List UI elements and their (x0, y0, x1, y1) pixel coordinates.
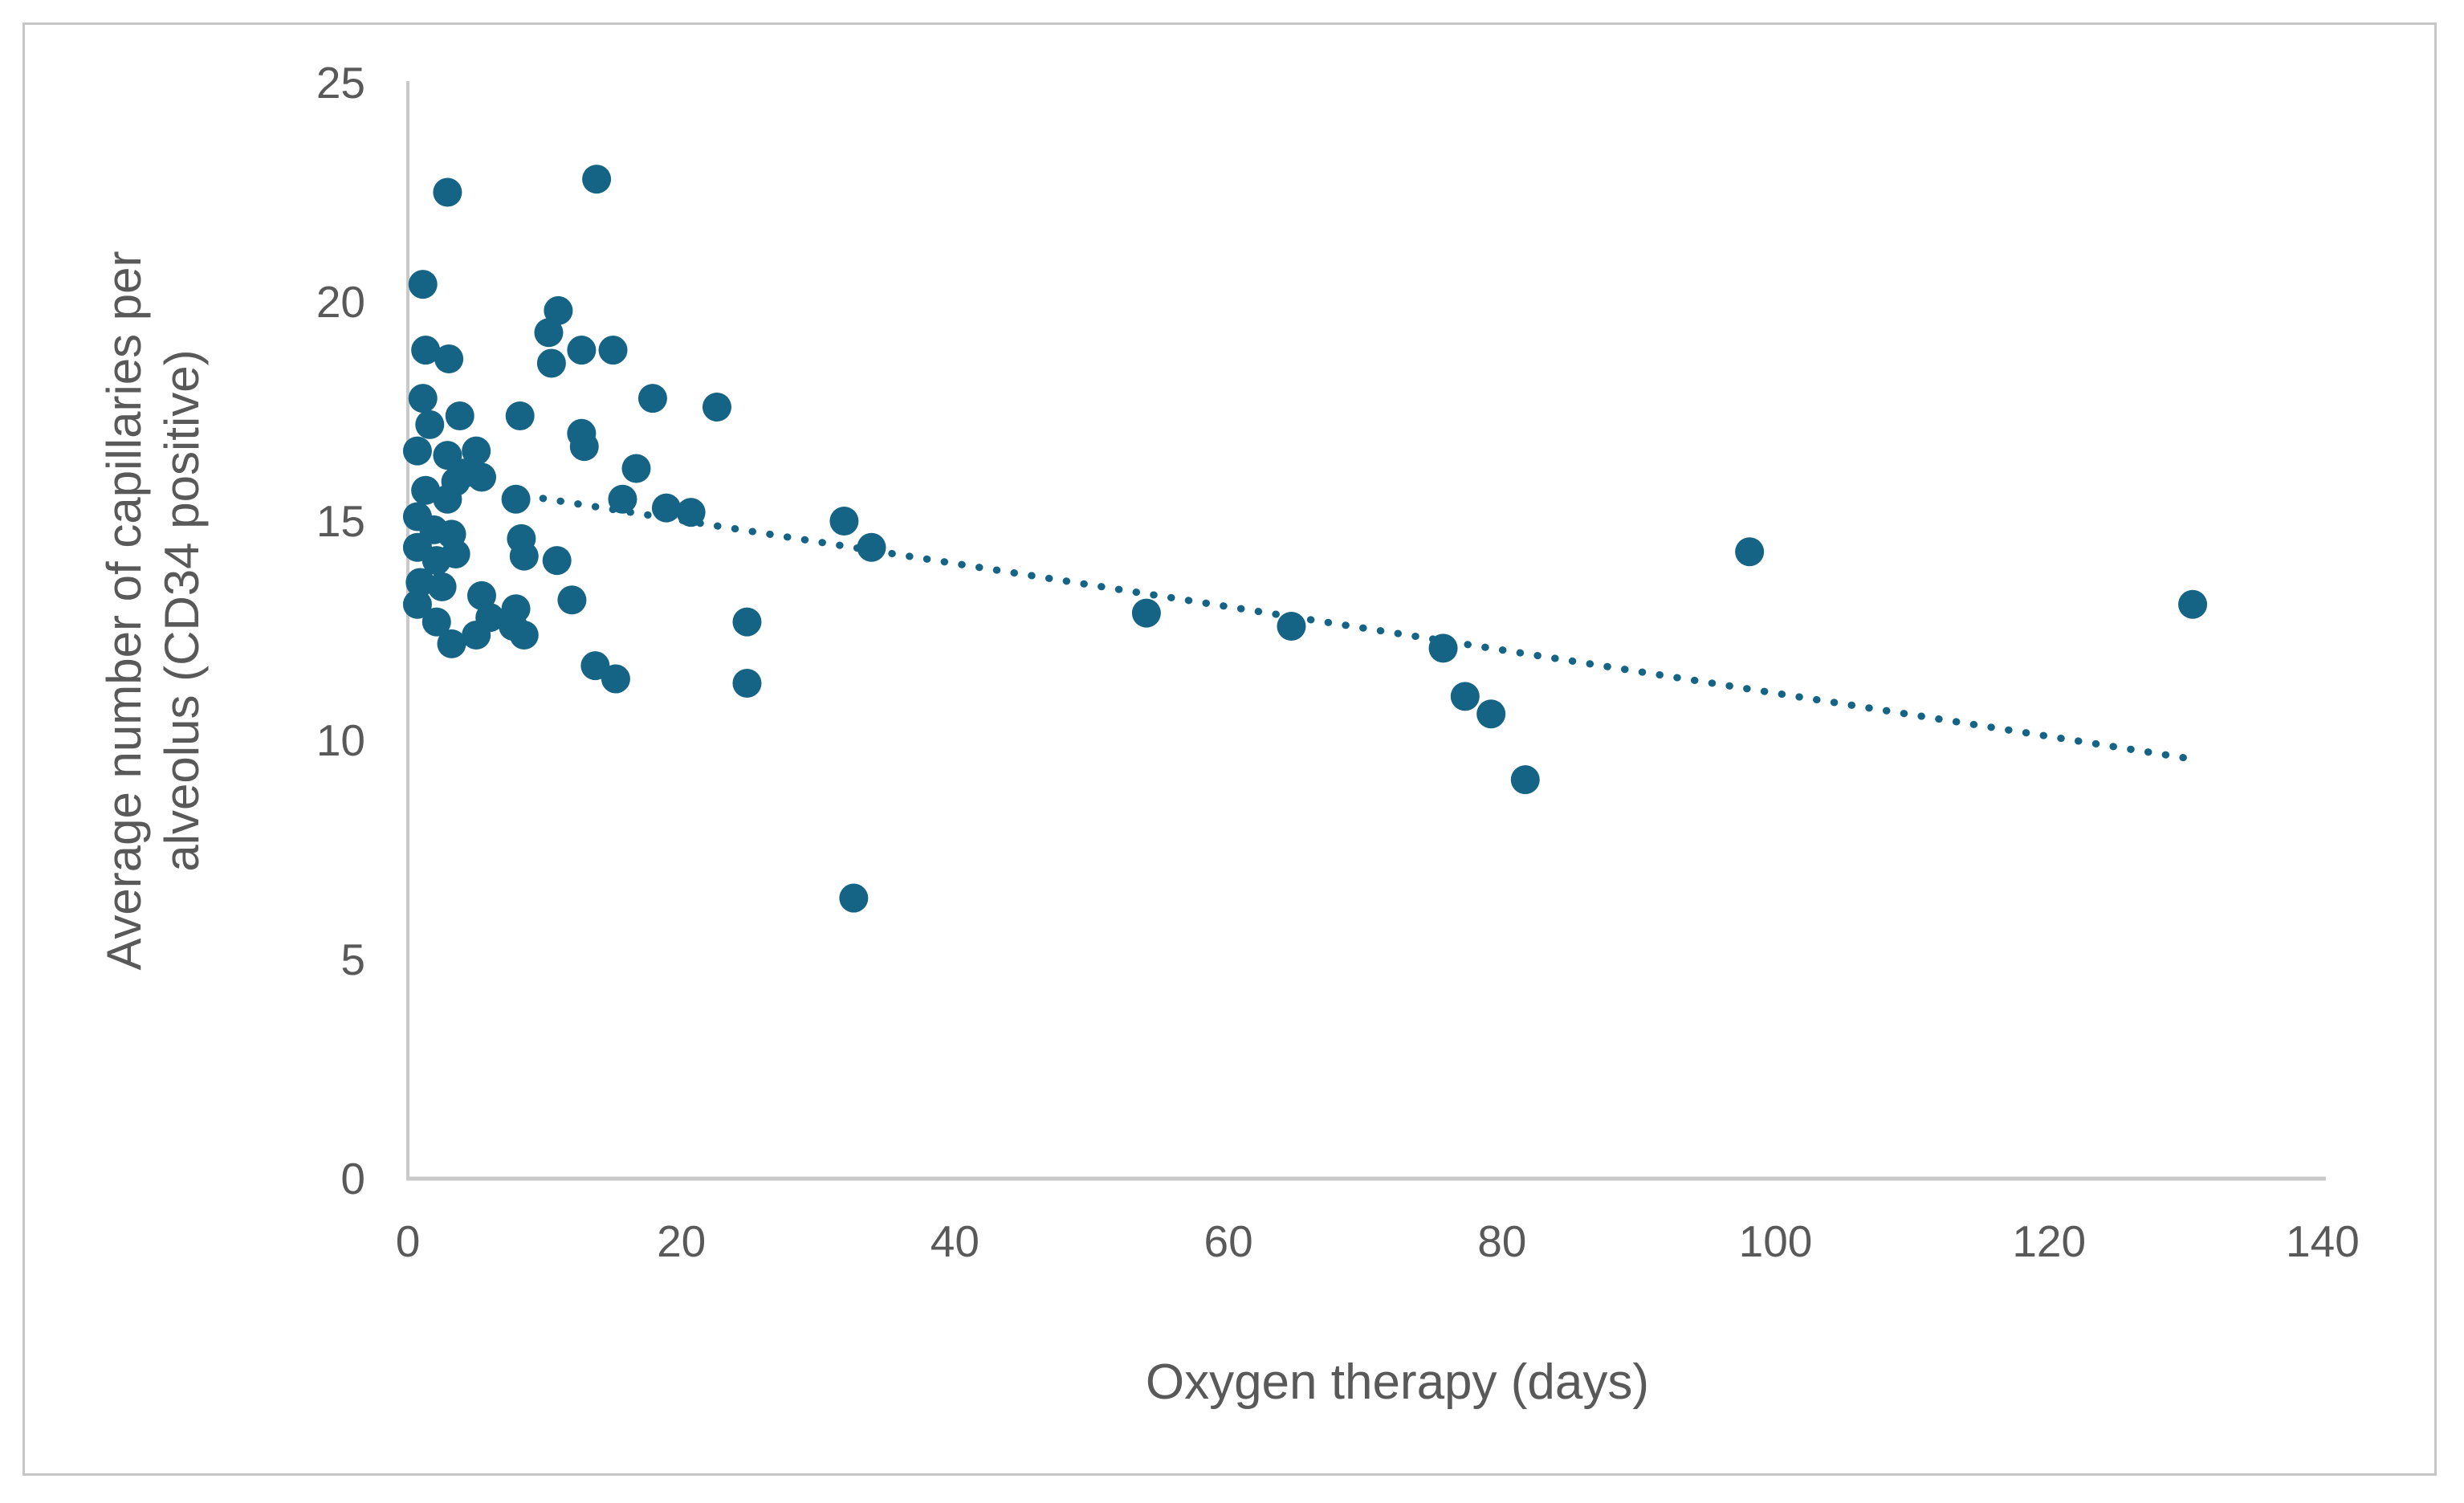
tick-labels: 0 5 10 15 20 25 0 20 40 60 80 100 120 140 (316, 58, 2360, 1266)
data-point (402, 589, 432, 619)
data-point (1428, 633, 1458, 663)
x-tick-label: 140 (2286, 1216, 2360, 1266)
data-point (1450, 682, 1480, 711)
y-tick-label: 15 (316, 496, 365, 546)
data-point (567, 336, 597, 365)
data-point (544, 295, 573, 325)
data-point (580, 651, 610, 681)
data-point (829, 507, 859, 536)
y-tick-label: 25 (316, 58, 365, 108)
data-point (1131, 598, 1161, 628)
data-point (422, 607, 451, 637)
data-point (427, 572, 457, 601)
data-point (433, 177, 462, 207)
data-point (608, 484, 637, 514)
data-point (676, 498, 706, 527)
data-point (621, 454, 651, 483)
data-point (557, 585, 587, 615)
data-point (534, 318, 564, 348)
chart-frame (22, 22, 2437, 1476)
x-tick-label: 40 (931, 1216, 979, 1266)
data-point (422, 546, 451, 576)
data-point (839, 883, 869, 913)
data-point (437, 629, 466, 658)
data-point (434, 344, 464, 373)
data-point (462, 620, 491, 650)
data-point (536, 348, 566, 378)
data-point (509, 541, 539, 571)
data-point (466, 462, 496, 492)
data-point (433, 441, 462, 470)
data-point (857, 532, 886, 562)
data-point (1277, 612, 1306, 642)
data-point (601, 664, 630, 694)
data-points (402, 165, 2208, 913)
data-point (415, 409, 445, 439)
data-point (569, 432, 599, 462)
data-point (598, 336, 628, 365)
data-point (408, 270, 438, 299)
y-axis-title-line2: alveolus (CD34 positive) (155, 349, 209, 871)
data-point (509, 620, 539, 650)
data-point (445, 401, 474, 430)
data-point (411, 475, 441, 505)
data-point (466, 580, 496, 610)
data-point (501, 484, 531, 514)
x-tick-label: 80 (1477, 1216, 1526, 1266)
y-tick-label: 0 (340, 1154, 365, 1204)
data-point (702, 393, 731, 422)
data-point (637, 384, 667, 413)
data-point (405, 568, 435, 597)
y-tick-label: 20 (316, 277, 365, 327)
data-point (462, 436, 491, 466)
trendline (522, 491, 2194, 763)
data-point (732, 607, 762, 637)
data-point (651, 493, 681, 523)
y-tick-label: 5 (340, 935, 365, 984)
y-tick-label: 10 (316, 715, 365, 765)
data-point (505, 401, 535, 430)
data-point (1476, 699, 1506, 729)
data-point (2178, 589, 2208, 619)
x-axis-title: Oxygen therapy (days) (1146, 1354, 1649, 1410)
data-point (582, 165, 612, 194)
data-point (408, 384, 438, 413)
data-point (433, 484, 462, 514)
x-tick-label: 60 (1204, 1216, 1253, 1266)
x-tick-label: 100 (1739, 1216, 1813, 1266)
data-point (542, 546, 572, 576)
x-tick-label: 0 (396, 1216, 421, 1266)
data-point (411, 336, 441, 365)
data-point (402, 436, 432, 466)
data-point (732, 669, 762, 699)
x-tick-label: 120 (2012, 1216, 2086, 1266)
data-point (1735, 537, 1765, 567)
x-tick-label: 20 (657, 1216, 706, 1266)
y-axis-title-line1: Average number of capillaries per (97, 250, 151, 970)
axes (406, 81, 2326, 1181)
data-point (1510, 765, 1540, 795)
